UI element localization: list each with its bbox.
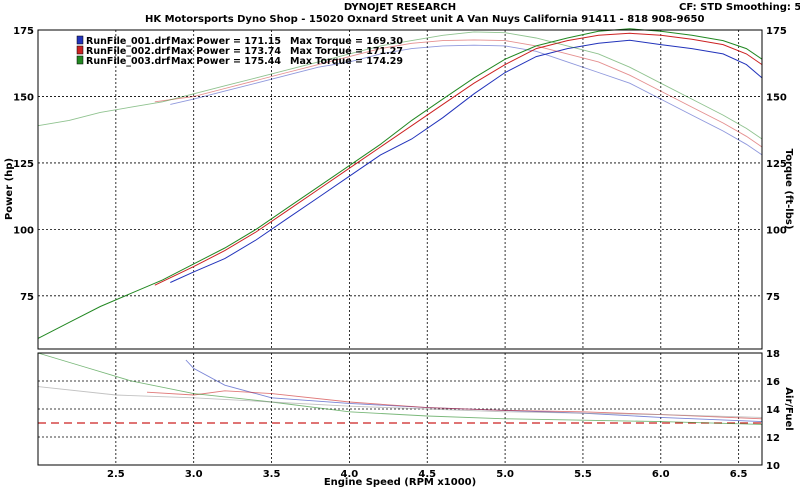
lower-plot-frame (37, 352, 763, 466)
axis-tick-labels: 2.5 3.0 3.5 4.0 4.5 5.0 5.5 6.0 6.5 75 100 125 150 17… (13, 26, 787, 480)
y-tick-label-power: 100 (13, 225, 34, 236)
lower-series-lines (37, 352, 763, 425)
legend-swatch (76, 55, 84, 65)
x-tick-label: 3.0 (185, 469, 203, 480)
y-tick-label-power: 125 (13, 159, 34, 170)
legend-max-power: Max Power = 171.15 (171, 36, 281, 47)
legend-max-power: Max Power = 173.74 (171, 46, 281, 57)
power-line-2 (154, 32, 763, 286)
legend-max-torque: Max Torque = 174.29 (290, 56, 403, 67)
company-title: DYNOJET RESEARCH (343, 2, 457, 13)
x-tick-label: 3.5 (263, 469, 281, 480)
torque-line-2 (154, 39, 763, 148)
x-tick-label: 2.5 (107, 469, 125, 480)
x-tick-label: 6.0 (652, 469, 670, 480)
settings-text: CF: STD Smoothing: 5 (679, 2, 800, 13)
y-tick-label-torque: 100 (766, 225, 787, 236)
power-line-1 (170, 39, 763, 283)
airfuel-line-2 (146, 390, 763, 420)
x-tick-label: 4.0 (341, 469, 359, 480)
y-tick-label-power: 75 (20, 292, 34, 303)
power-line-3 (37, 28, 763, 339)
x-tick-label: 5.0 (496, 469, 514, 480)
x-tick-label: 5.5 (574, 469, 592, 480)
airfuel-line-4 (37, 386, 763, 418)
legend-swatch (76, 35, 84, 45)
y-axis-title-torque: Torque (ft-lbs) (783, 149, 794, 230)
upper-plot-frame (37, 29, 763, 350)
y-tick-label-power: 150 (13, 92, 34, 103)
legend-swatch (76, 45, 84, 55)
y-tick-label-torque: 75 (766, 292, 780, 303)
lower-gridlines (38, 353, 762, 465)
legend-max-torque: Max Torque = 171.27 (290, 46, 403, 57)
torque-line-1 (170, 44, 763, 156)
y-tick-label-torque: 125 (766, 159, 787, 170)
y-tick-label-airfuel: 12 (766, 433, 780, 444)
legend-max-power: Max Power = 175.44 (171, 56, 281, 67)
torque-line-3 (37, 31, 763, 140)
y-axis-title-airfuel: Air/Fuel (783, 387, 794, 430)
y-tick-label-torque: 175 (766, 26, 787, 37)
legend-max-torque: Max Torque = 169.30 (290, 36, 403, 47)
legend-run-name: RunFile_003.drf (86, 56, 171, 67)
upper-gridlines (38, 29, 762, 349)
y-tick-label-airfuel: 16 (766, 377, 780, 388)
legend-run-name: RunFile_002.drf (86, 46, 171, 57)
upper-series-lines (37, 28, 763, 339)
airfuel-line-1 (185, 359, 763, 423)
legend-run-name: RunFile_001.drf (86, 36, 171, 47)
x-tick-label: 6.5 (730, 469, 748, 480)
y-tick-label-airfuel: 18 (766, 349, 780, 360)
y-axis-title-power: Power (hp) (4, 158, 15, 220)
y-tick-label-airfuel: 10 (766, 461, 780, 472)
x-axis-title: Engine Speed (RPM x1000) (324, 477, 476, 488)
airfuel-line-3 (37, 352, 763, 425)
legend: RunFile_001.drf Max Power = 171.15 Max Tor… (76, 35, 403, 67)
x-tick-label: 4.5 (418, 469, 436, 480)
y-tick-label-power: 175 (13, 26, 34, 37)
y-tick-label-torque: 150 (766, 92, 787, 103)
shop-subtitle: HK Motorsports Dyno Shop - 15020 Oxnard … (145, 14, 705, 25)
y-tick-label-airfuel: 14 (766, 405, 780, 416)
